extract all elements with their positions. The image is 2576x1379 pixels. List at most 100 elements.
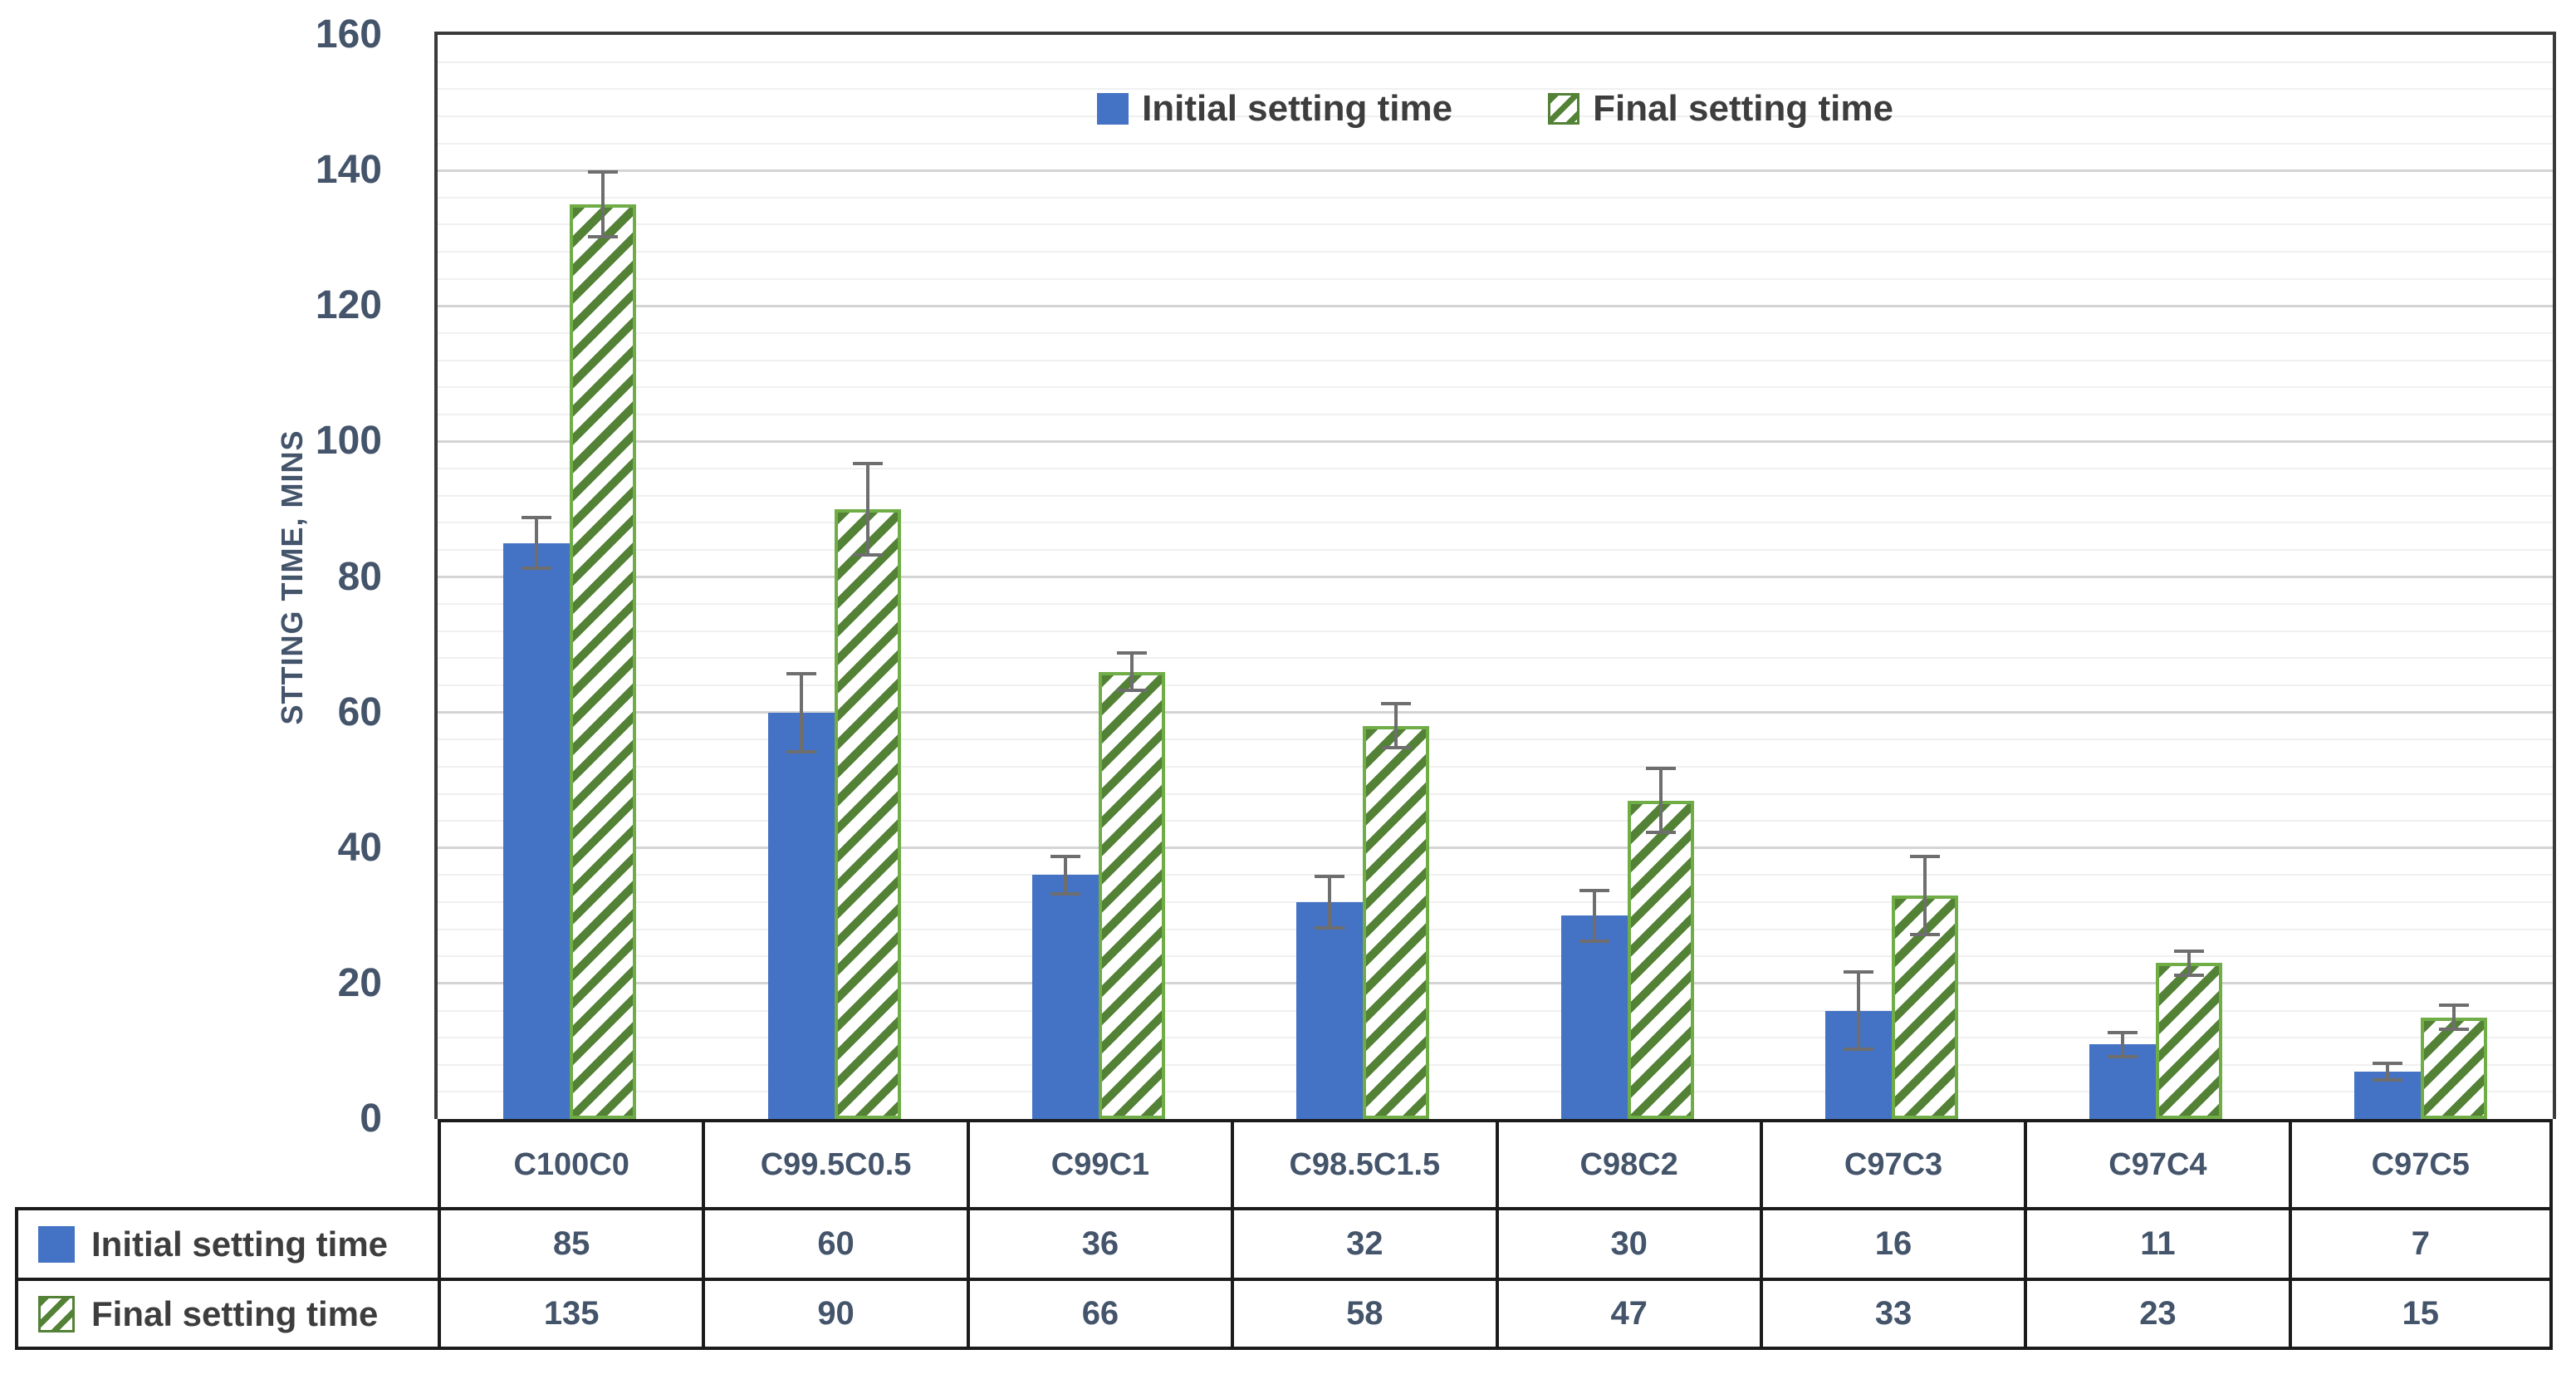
bar-final-C98.5C1.5 [1363, 725, 1430, 1119]
gridline-minor [438, 603, 2553, 606]
bar-initial-C99.5C0.5 [767, 712, 835, 1119]
category-cell: C98.5C1.5 [1231, 1119, 1496, 1207]
error-bar-cap-bottom [1315, 925, 1345, 930]
value-cell: 58 [1231, 1278, 1496, 1350]
error-bar-cap-bottom [522, 567, 552, 571]
legend-item-final: Final setting time [1548, 88, 1893, 130]
error-bar-cap-bottom [1116, 689, 1147, 693]
gridline-minor [438, 359, 2553, 361]
gridline-major [438, 711, 2553, 714]
error-bar-final-C98.5C1.5 [1381, 702, 1412, 750]
error-bar-final-C98C2 [1645, 766, 1676, 835]
category-cell: C99.5C0.5 [702, 1119, 967, 1207]
gridline-minor [438, 1037, 2553, 1039]
error-bar-cap-top [2108, 1030, 2138, 1034]
error-bar-cap-bottom [1579, 939, 1609, 943]
error-bar-cap-bottom [1645, 831, 1676, 835]
bar-initial-C98.5C1.5 [1296, 902, 1364, 1119]
error-bar-cap-top [1910, 854, 1941, 858]
gridline-minor [438, 522, 2553, 524]
table-row-label-text: Initial setting time [91, 1224, 389, 1264]
error-bar-stem [2121, 1030, 2125, 1058]
bar-final-C97C5 [2420, 1017, 2487, 1119]
error-bar-stem [1394, 702, 1398, 750]
gridline-minor [438, 494, 2553, 497]
value-cell: 11 [2024, 1207, 2289, 1278]
error-bar-initial-C99C1 [1050, 854, 1080, 896]
bar-final-C99C1 [1098, 671, 1165, 1119]
y-tick-label: 80 [337, 554, 382, 599]
error-bar-cap-top [522, 516, 552, 520]
error-bar-stem [1592, 888, 1596, 943]
error-bar-final-C97C3 [1910, 854, 1941, 936]
error-bar-final-C97C5 [2438, 1004, 2469, 1031]
y-tick-label: 20 [337, 960, 382, 1005]
error-bar-cap-bottom [2372, 1078, 2402, 1082]
gridline-minor [438, 548, 2553, 551]
gridline-major [438, 982, 2553, 985]
table-row-label-final: Final setting time [15, 1278, 438, 1350]
bar-final-C100C0 [570, 204, 637, 1119]
error-bar-cap-bottom [1050, 891, 1080, 896]
error-bar-stem [1328, 875, 1332, 930]
error-bar-stem [601, 170, 605, 238]
error-bar-cap-bottom [2174, 973, 2205, 977]
y-tick-label: 160 [315, 12, 382, 56]
value-cell: 66 [966, 1278, 1232, 1350]
gridline-major [438, 169, 2553, 172]
error-bar-initial-C97C5 [2372, 1061, 2402, 1082]
error-bar-final-C97C4 [2174, 950, 2205, 977]
gridline-minor [438, 820, 2553, 822]
gridline-minor [438, 630, 2553, 632]
gridline-minor [438, 251, 2553, 253]
table-key-hatched-icon [38, 1295, 75, 1332]
data-table: C100C0 C99.5C0.5 C99C1 C98.5C1.5 C98C2 C97C3 C… [15, 1119, 2553, 1350]
error-bar-cap-top [1579, 888, 1609, 892]
gridline-minor [438, 874, 2553, 876]
value-cell: 85 [438, 1207, 703, 1278]
gridline-minor [438, 277, 2553, 280]
gridline-minor [438, 928, 2553, 930]
error-bar-initial-C99.5C0.5 [786, 671, 816, 753]
y-tick-label: 140 [315, 148, 382, 193]
plot-area [434, 32, 2556, 1119]
value-cell: 90 [702, 1278, 967, 1350]
legend-swatch-solid-icon [1097, 93, 1129, 125]
error-bar-stem [1923, 854, 1927, 936]
gridline-minor [438, 765, 2553, 768]
error-bar-cap-top [2372, 1061, 2402, 1065]
y-tick-label: 120 [315, 283, 382, 328]
value-cell: 32 [1231, 1207, 1496, 1278]
error-bar-cap-top [1381, 702, 1412, 706]
y-tick-label: 100 [315, 419, 382, 464]
gridline-minor [438, 955, 2553, 958]
error-bar-cap-top [2174, 950, 2205, 954]
error-bar-cap-bottom [852, 553, 883, 557]
gridline-minor [438, 142, 2553, 145]
error-bar-cap-bottom [1910, 932, 1941, 936]
category-cell: C99C1 [966, 1119, 1232, 1207]
gridline-minor [438, 657, 2553, 660]
y-tick-label: 40 [337, 825, 382, 870]
value-cell: 47 [1495, 1278, 1760, 1350]
gridline-minor [438, 739, 2553, 741]
error-bar-stem [1658, 766, 1663, 835]
error-bar-cap-top [1050, 854, 1080, 858]
category-cell: C97C3 [1759, 1119, 2025, 1207]
error-bar-cap-bottom [1381, 746, 1412, 750]
gridline-minor [438, 413, 2553, 415]
table-row-label-initial: Initial setting time [15, 1207, 438, 1278]
gridline-minor [438, 1009, 2553, 1012]
gridline-minor [438, 386, 2553, 389]
error-bar-stem [1857, 969, 1861, 1052]
y-tick-label: 0 [360, 1097, 382, 1141]
gridline-minor [438, 88, 2553, 91]
error-bar-cap-top [1116, 651, 1147, 655]
value-cell: 60 [702, 1207, 967, 1278]
table-row-label-text: Final setting time [91, 1293, 379, 1333]
legend: Initial setting time Final setting time [438, 88, 2553, 130]
error-bar-cap-top [2438, 1004, 2469, 1008]
error-bar-stem [535, 516, 539, 571]
error-bar-stem [1063, 854, 1067, 896]
